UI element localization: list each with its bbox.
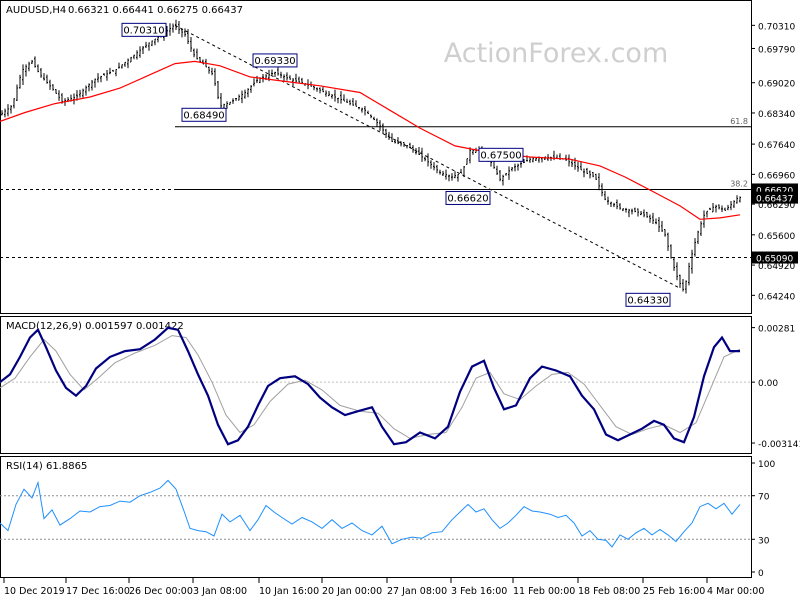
rsi-levels: [0, 495, 751, 540]
symbol-timeframe: AUDUSD,H4: [6, 5, 66, 16]
price-tick-label-7: 0.65600: [758, 232, 795, 242]
price-y-axis: 0.70310 0.69790 0.69020 0.68340 0.67640 0.669…: [751, 22, 795, 302]
x-tick-label-9: 18 Feb 08:00: [578, 586, 640, 597]
macd-main-line: [0, 326, 740, 446]
fib-label-1: 38.2: [730, 179, 748, 188]
level-box-5: [625, 292, 671, 307]
x-tick-label-1: 17 Dec 16:00: [66, 586, 130, 597]
x-tick-label-2: 26 Dec 00:00: [129, 586, 193, 597]
rsi-line-group: [0, 479, 741, 548]
price-tick-label-9: 0.64240: [758, 292, 795, 302]
price-tick-label-2: 0.69020: [758, 80, 795, 90]
level-box-2: [252, 53, 298, 68]
macd-tick-label-0: 0.00281: [758, 325, 795, 335]
x-tick-label-11: 4 Mar 00:00: [707, 586, 764, 597]
price-tag-bg-2: [752, 251, 798, 264]
price-tick-label-0: 0.70310: [758, 22, 795, 32]
price-bars: [1, 19, 741, 294]
macd-panel-frame: [0, 316, 752, 454]
price-tag-label-0: 0.66620: [756, 186, 793, 196]
x-tick-label-4: 10 Jan 16:00: [259, 586, 319, 597]
rsi-tick-label-3: 0: [758, 569, 764, 579]
price-tick-label-8: 0.64920: [758, 262, 795, 272]
level-box-label-2: 0.69330: [254, 56, 295, 67]
x-tick-label-10: 25 Feb 16:00: [643, 586, 705, 597]
rsi-y-axis: 100 70 30 0: [751, 460, 775, 579]
ohlc-readout: 0.66321 0.66441 0.66275 0.66437: [68, 5, 243, 16]
rsi-tick-label-2: 30: [758, 536, 770, 546]
x-tick-label-0: 10 Dec 2019: [4, 586, 65, 597]
price-tag-bg-1: [752, 191, 798, 204]
rsi-tick-label-0: 100: [758, 460, 775, 470]
level-box-4: [445, 190, 491, 205]
rsi-tick-label-1: 70: [758, 493, 770, 503]
macd-signal-line: [0, 335, 741, 439]
fib-label-0: 61.8: [730, 117, 748, 126]
rsi-title: RSI(14) 61.8865: [6, 461, 87, 472]
level-box-label-5: 0.64330: [627, 295, 668, 306]
price-horizontal-lines: 61.8 38.2: [0, 117, 751, 259]
rsi-line: [0, 479, 741, 548]
x-tick-label-8: 11 Feb 00:00: [513, 586, 575, 597]
macd-y-axis: 0.00281 0.00 -0.003141: [751, 325, 800, 450]
macd-lines: [0, 326, 741, 446]
rsi-panel-frame: [0, 456, 752, 578]
x-tick-label-7: 3 Feb 16:00: [451, 586, 507, 597]
level-box-3: [478, 147, 524, 162]
price-tick-label-3: 0.68340: [758, 110, 795, 120]
price-tick-label-4: 0.67640: [758, 141, 795, 151]
watermark: ActionForex.com: [444, 38, 669, 69]
level-box-0: [121, 22, 167, 37]
level-box-label-3: 0.67500: [480, 150, 521, 161]
x-tick-label-6: 27 Jan 08:00: [387, 586, 447, 597]
x-tick-label-5: 20 Jan 00:00: [322, 586, 382, 597]
x-axis: 10 Dec 2019 17 Dec 16:00 26 Dec 00:00 3 Jan…: [3, 578, 764, 597]
level-box-label-0: 0.70310: [123, 25, 164, 36]
price-tick-label-5: 0.66960: [758, 171, 795, 181]
level-box-label-1: 0.68490: [183, 110, 224, 121]
price-tag-label-1: 0.66437: [756, 195, 793, 205]
macd-title: MACD(12,26,9) 0.001597 0.001422: [6, 321, 184, 332]
price-tag-label-2: 0.65090: [756, 255, 793, 265]
level-box-label-4: 0.66620: [447, 193, 488, 204]
price-tick-label-1: 0.69790: [758, 45, 795, 55]
price-panel-frame: [0, 0, 752, 314]
price-label-boxes: 0.70310 0.68490 0.69330 0.67500 0.66620 0.643…: [121, 22, 671, 307]
price-tick-label-6: 0.66290: [758, 201, 795, 211]
macd-tick-label-2: -0.003141: [758, 440, 800, 450]
macd-tick-label-1: 0.00: [758, 379, 778, 389]
x-tick-label-3: 3 Jan 08:00: [193, 586, 247, 597]
moving-average: [0, 60, 741, 220]
level-box-1: [181, 107, 227, 122]
moving-average-line: [0, 60, 741, 220]
